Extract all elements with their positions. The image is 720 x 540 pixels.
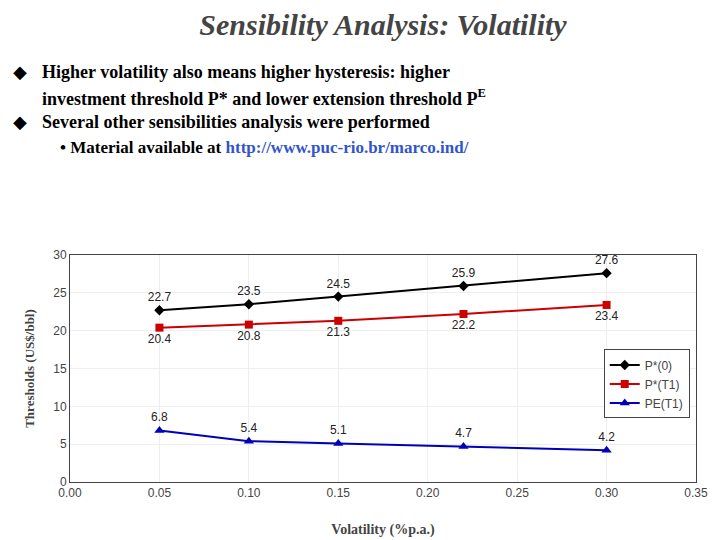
svg-text:0.30: 0.30 bbox=[595, 486, 619, 500]
svg-text:Volatility (%p.a.): Volatility (%p.a.) bbox=[331, 522, 435, 538]
svg-text:5: 5 bbox=[60, 437, 67, 451]
svg-text:15: 15 bbox=[53, 362, 67, 376]
svg-text:P*(0): P*(0) bbox=[645, 359, 672, 373]
svg-text:0.15: 0.15 bbox=[327, 486, 351, 500]
svg-text:PE(T1): PE(T1) bbox=[645, 397, 683, 411]
svg-text:24.5: 24.5 bbox=[327, 277, 351, 291]
svg-text:27.6: 27.6 bbox=[595, 255, 619, 267]
svg-text:investment threshold P* and lo: investment threshold P* and lower extens… bbox=[42, 86, 486, 109]
svg-text:0.25: 0.25 bbox=[505, 486, 529, 500]
svg-text:10: 10 bbox=[53, 400, 67, 414]
svg-text:5.1: 5.1 bbox=[330, 423, 347, 437]
svg-text:25: 25 bbox=[53, 286, 67, 300]
svg-text:0.20: 0.20 bbox=[416, 486, 440, 500]
svg-text:30: 30 bbox=[53, 248, 67, 262]
svg-text:23.5: 23.5 bbox=[237, 284, 261, 298]
svg-text:◆: ◆ bbox=[13, 62, 27, 82]
svg-text:4.7: 4.7 bbox=[455, 426, 472, 440]
svg-text:0.05: 0.05 bbox=[148, 486, 172, 500]
svg-text:0.00: 0.00 bbox=[58, 486, 82, 500]
svg-text:22.2: 22.2 bbox=[452, 318, 476, 332]
svg-text:Sensibility Analysis: Volatili: Sensibility Analysis: Volatility bbox=[199, 8, 567, 41]
svg-text:23.4: 23.4 bbox=[595, 309, 619, 323]
svg-text:21.3: 21.3 bbox=[327, 325, 351, 339]
svg-text:22.7: 22.7 bbox=[148, 290, 172, 304]
svg-text:25.9: 25.9 bbox=[452, 266, 476, 280]
svg-text:• Material available at http:/: • Material available at http://www.puc-r… bbox=[60, 138, 469, 157]
svg-text:5.4: 5.4 bbox=[241, 421, 258, 435]
svg-text:P*(T1): P*(T1) bbox=[645, 378, 680, 392]
svg-text:Thresholds (US$/bbl): Thresholds (US$/bbl) bbox=[22, 309, 37, 428]
svg-text:0.35: 0.35 bbox=[684, 486, 708, 500]
svg-text:0.10: 0.10 bbox=[237, 486, 261, 500]
svg-text:20: 20 bbox=[53, 324, 67, 338]
svg-text:Several other sensibilities an: Several other sensibilities analysis wer… bbox=[42, 112, 430, 132]
svg-text:6.8: 6.8 bbox=[151, 410, 168, 424]
svg-text:20.4: 20.4 bbox=[148, 332, 172, 346]
svg-text:◆: ◆ bbox=[13, 112, 27, 132]
svg-text:0: 0 bbox=[60, 475, 67, 489]
svg-text:4.2: 4.2 bbox=[598, 430, 615, 444]
svg-text:20.8: 20.8 bbox=[237, 329, 261, 343]
svg-text:Higher volatility also means h: Higher volatility also means higher hyst… bbox=[42, 62, 450, 82]
